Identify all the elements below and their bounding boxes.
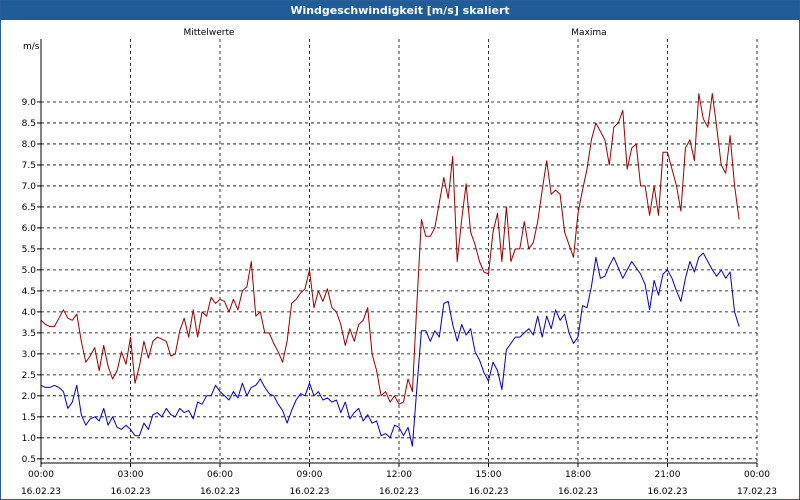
y-tick-label: 4.0 <box>22 308 37 318</box>
y-tick-label: 0.5 <box>22 455 36 465</box>
x-tick-date: 16.02.23 <box>647 487 687 497</box>
x-tick-date: 17.02.23 <box>737 487 777 497</box>
series-line-maxima <box>40 93 740 405</box>
legend-mittelwerte: Mittelwerte <box>183 28 234 38</box>
x-tick-time: 00:00 <box>28 470 54 480</box>
x-tick-labels: 00:00 16.02.23 03:00 16.02.23 06:00 16.02.23 0… <box>21 463 777 497</box>
y-tick-label: 9.0 <box>22 98 37 108</box>
grid-lines <box>41 39 758 463</box>
y-tick-label: 8.5 <box>22 119 36 129</box>
x-tick-time: 09:00 <box>297 470 323 480</box>
series-layer <box>40 93 740 447</box>
x-tick-time: 18:00 <box>565 470 591 480</box>
y-tick-label: 3.0 <box>22 350 37 360</box>
x-tick-time: 03:00 <box>118 470 144 480</box>
x-tick-date: 16.02.23 <box>21 487 61 497</box>
y-axis-unit: m/s <box>23 42 40 52</box>
y-tick-label: 2.5 <box>22 371 36 381</box>
x-tick-time: 12:00 <box>386 470 412 480</box>
y-tick-label: 5.5 <box>22 245 36 255</box>
y-tick-label: 5.0 <box>22 266 37 276</box>
x-tick-date: 16.02.23 <box>558 487 598 497</box>
y-tick-label: 4.5 <box>22 287 36 297</box>
y-tick-label: 6.5 <box>22 203 36 213</box>
y-tick-label: 1.5 <box>22 413 36 423</box>
y-tick-label: 3.5 <box>22 329 36 339</box>
x-tick-time: 06:00 <box>207 470 233 480</box>
x-tick-date: 16.02.23 <box>468 487 508 497</box>
y-tick-label: 2.0 <box>22 392 37 402</box>
chart-title: Windgeschwindigkeit [m/s] skaliert <box>1 1 799 20</box>
series-line-mittelwerte <box>40 252 740 447</box>
x-tick-date: 16.02.23 <box>379 487 419 497</box>
y-tick-label: 6.0 <box>22 224 37 234</box>
y-tick-label: 1.0 <box>22 434 37 444</box>
y-tick-labels: 0.5 1.0 1.5 2.0 2.5 3.0 3.5 4.0 4.5 5.0 5.5 6.0 6.5 7… <box>22 98 41 465</box>
x-tick-time: 21:00 <box>655 470 681 480</box>
y-tick-label: 8.0 <box>22 140 37 150</box>
x-tick-date: 16.02.23 <box>289 487 329 497</box>
legend-maxima: Maxima <box>571 28 606 38</box>
x-tick-time: 00:00 <box>744 470 770 480</box>
x-tick-date: 16.02.23 <box>200 487 240 497</box>
x-tick-time: 15:00 <box>476 470 502 480</box>
x-tick-date: 16.02.23 <box>110 487 150 497</box>
y-tick-label: 7.0 <box>22 182 37 192</box>
y-tick-label: 7.5 <box>22 161 36 171</box>
